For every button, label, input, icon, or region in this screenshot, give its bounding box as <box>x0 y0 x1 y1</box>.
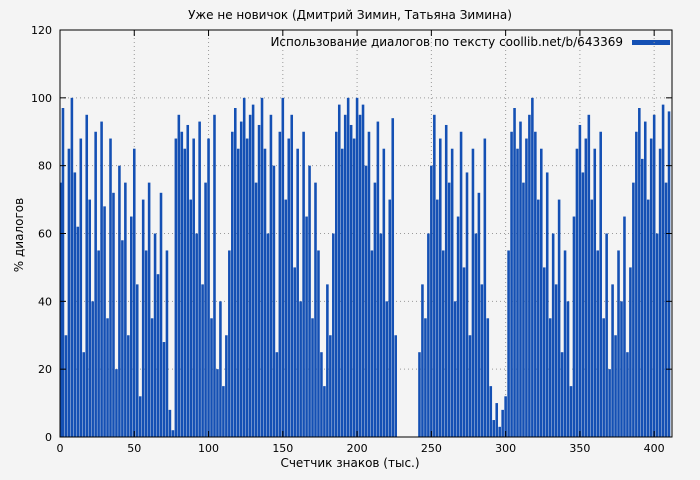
y-tick-label: 20 <box>38 363 52 376</box>
x-tick-label: 50 <box>127 442 141 455</box>
x-tick-label: 200 <box>347 442 368 455</box>
y-tick-label: 60 <box>38 228 52 241</box>
x-tick-label: 350 <box>569 442 590 455</box>
x-axis-label: Счетчик знаков (тыс.) <box>280 456 420 470</box>
y-tick-label: 120 <box>31 24 52 37</box>
x-tick-label: 250 <box>421 442 442 455</box>
x-tick-label: 300 <box>495 442 516 455</box>
legend-color-swatch <box>632 39 670 45</box>
legend: Использование диалогов по тексту coollib… <box>270 35 670 49</box>
x-tick-label: 400 <box>644 442 665 455</box>
x-tick-label: 0 <box>57 442 64 455</box>
x-tick-label: 100 <box>198 442 219 455</box>
tick-labels: 0 50 100 150 200 250 300 350 400 0 20 40 60 80 100 120 <box>31 24 665 455</box>
tick-marks <box>59 29 672 438</box>
bars-series <box>60 97 671 438</box>
y-tick-label: 0 <box>45 431 52 444</box>
legend-label: Использование диалогов по тексту coollib… <box>270 35 623 49</box>
y-tick-label: 100 <box>31 92 52 105</box>
x-tick-label: 150 <box>272 442 293 455</box>
y-tick-label: 40 <box>38 295 52 308</box>
y-tick-label: 80 <box>38 160 52 173</box>
chart-title: Уже не новичок (Дмитрий Зимин, Татьяна З… <box>188 8 512 22</box>
